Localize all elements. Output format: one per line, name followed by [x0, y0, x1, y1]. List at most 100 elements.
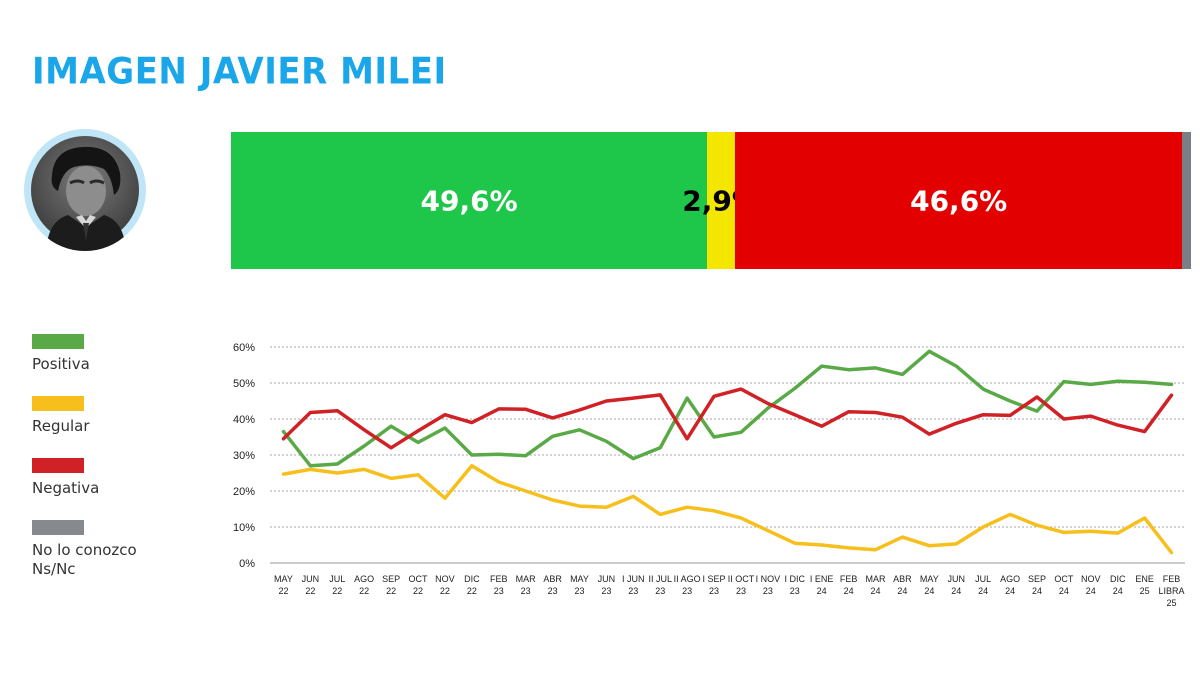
x-tick-label-line: JUL	[975, 574, 991, 584]
y-tick-label: 50%	[233, 378, 255, 390]
bar-segment-positiva: 49,6%	[231, 132, 708, 269]
x-tick-label-line: 24	[1005, 586, 1015, 596]
x-tick-label-line: 23	[655, 586, 665, 596]
series-line-negativa	[281, 387, 1174, 450]
x-tick-label: II JUL 23	[648, 574, 672, 596]
legend-swatch	[32, 334, 84, 349]
x-tick-label: JUN 23	[598, 574, 616, 596]
x-tick-label-line: JUL	[329, 574, 345, 584]
series-line-positiva	[281, 349, 1174, 468]
x-tick-label-line: 22	[278, 586, 288, 596]
x-tick-label: II OCT 23	[728, 574, 755, 596]
legend-label: No lo conozco Ns/Nc	[32, 541, 137, 578]
x-tick-label: SEP 24	[1028, 574, 1046, 596]
x-tick-label-line: 23	[736, 586, 746, 596]
legend-swatch	[32, 458, 84, 473]
x-tick-label-line: JUN	[598, 574, 616, 584]
x-tick-label: JUL 24	[975, 574, 991, 596]
x-tick-label-line: 23	[574, 586, 584, 596]
x-tick-label: I JUN 23	[622, 574, 645, 596]
x-tick-label-line: I DIC	[785, 574, 806, 584]
x-tick-label-line: 25	[1167, 598, 1177, 608]
x-tick-label-line: NOV	[1081, 574, 1101, 584]
x-tick-label-line: 24	[1032, 586, 1042, 596]
legend-label: Regular	[32, 417, 90, 435]
x-tick-label-line: MAR	[866, 574, 887, 584]
x-tick-label-line: FEB	[840, 574, 858, 584]
x-tick-label-line: AGO	[354, 574, 374, 584]
bar-segment-no-lo-conozco-ns-nc	[1182, 132, 1191, 269]
x-tick-label: MAY 24	[920, 574, 939, 596]
x-tick-label-line: 24	[1059, 586, 1069, 596]
x-tick-label: ABR 24	[893, 574, 912, 596]
bar-segment-negativa: 46,6%	[734, 132, 1183, 269]
x-tick-label-line: FEB	[490, 574, 508, 584]
x-tick-label-line: DIC	[1110, 574, 1126, 584]
x-tick-label-line: FEB	[1163, 574, 1181, 584]
x-tick-label: FEB 24	[840, 574, 858, 596]
x-tick-label-line: 22	[305, 586, 315, 596]
x-tick-label-line: 24	[924, 586, 934, 596]
x-tick-label: JUN 24	[948, 574, 966, 596]
stacked-percentage-bar: 49,6% 2,9% 46,6%	[231, 132, 1191, 269]
x-tick-label-line: 24	[951, 586, 961, 596]
legend-item: No lo conozco Ns/Nc	[32, 520, 137, 579]
legend-label: Positiva	[32, 355, 90, 373]
x-tick-label-line: 22	[359, 586, 369, 596]
x-tick-label-line: II JUL	[648, 574, 672, 584]
x-tick-label: DIC 22	[464, 574, 480, 596]
y-tick-label: 60%	[233, 342, 255, 354]
x-tick-label: OCT 22	[409, 574, 429, 596]
legend-swatch	[32, 396, 84, 411]
x-tick-label-line: MAY	[920, 574, 939, 584]
x-tick-label: II AGO 23	[674, 574, 701, 596]
x-tick-label: DIC 24	[1110, 574, 1126, 596]
x-tick-label-line: 23	[521, 586, 531, 596]
x-tick-label: OCT 24	[1054, 574, 1074, 596]
legend-item: Negativa	[32, 458, 99, 498]
x-tick-label-line: 24	[1086, 586, 1096, 596]
x-tick-label-line: 23	[709, 586, 719, 596]
x-tick-label-line: 25	[1140, 586, 1150, 596]
legend-swatch	[32, 520, 84, 535]
x-tick-label-line: 24	[897, 586, 907, 596]
x-tick-label: NOV 24	[1081, 574, 1101, 596]
x-tick-label-line: MAR	[516, 574, 537, 584]
y-tick-label: 10%	[233, 522, 255, 534]
x-tick-label-line: NOV	[435, 574, 455, 584]
x-tick-label-line: 22	[440, 586, 450, 596]
legend-item: Regular	[32, 396, 90, 436]
y-tick-label: 30%	[233, 450, 255, 462]
x-tick-label-line: II OCT	[728, 574, 755, 584]
x-tick-label-line: 22	[467, 586, 477, 596]
x-tick-label: MAR 24	[866, 574, 887, 596]
legend-item: Positiva	[32, 334, 90, 374]
x-tick-label-line: SEP	[1028, 574, 1046, 584]
avatar	[24, 129, 146, 251]
x-tick-label: I DIC 23	[785, 574, 806, 596]
x-tick-label-line: 23	[548, 586, 558, 596]
x-tick-label: I ENE 24	[810, 574, 834, 596]
x-tick-label-line: 23	[682, 586, 692, 596]
x-tick-label-line: AGO	[1000, 574, 1020, 584]
x-tick-label-line: 24	[978, 586, 988, 596]
x-tick-label-line: I SEP	[703, 574, 726, 584]
x-tick-label-line: 23	[790, 586, 800, 596]
x-tick-label-line: 24	[1113, 586, 1123, 596]
x-tick-label-line: 23	[601, 586, 611, 596]
bar-segment-label: 46,6%	[910, 184, 1008, 217]
x-tick-label: MAR 23	[516, 574, 537, 596]
x-tick-label-line: MAY	[274, 574, 293, 584]
page-title: IMAGEN JAVIER MILEI	[32, 50, 447, 94]
x-tick-label-line: OCT	[409, 574, 429, 584]
x-tick-label: SEP 22	[382, 574, 400, 596]
x-tick-label-line: 22	[413, 586, 423, 596]
x-tick-label-line: 24	[871, 586, 881, 596]
x-tick-label-line: LIBRA	[1159, 586, 1185, 596]
x-tick-label: I SEP 23	[703, 574, 726, 596]
portrait-icon	[27, 132, 143, 251]
x-tick-label-line: 23	[494, 586, 504, 596]
x-tick-label-line: 24	[844, 586, 854, 596]
x-tick-label-line: MAY	[570, 574, 589, 584]
